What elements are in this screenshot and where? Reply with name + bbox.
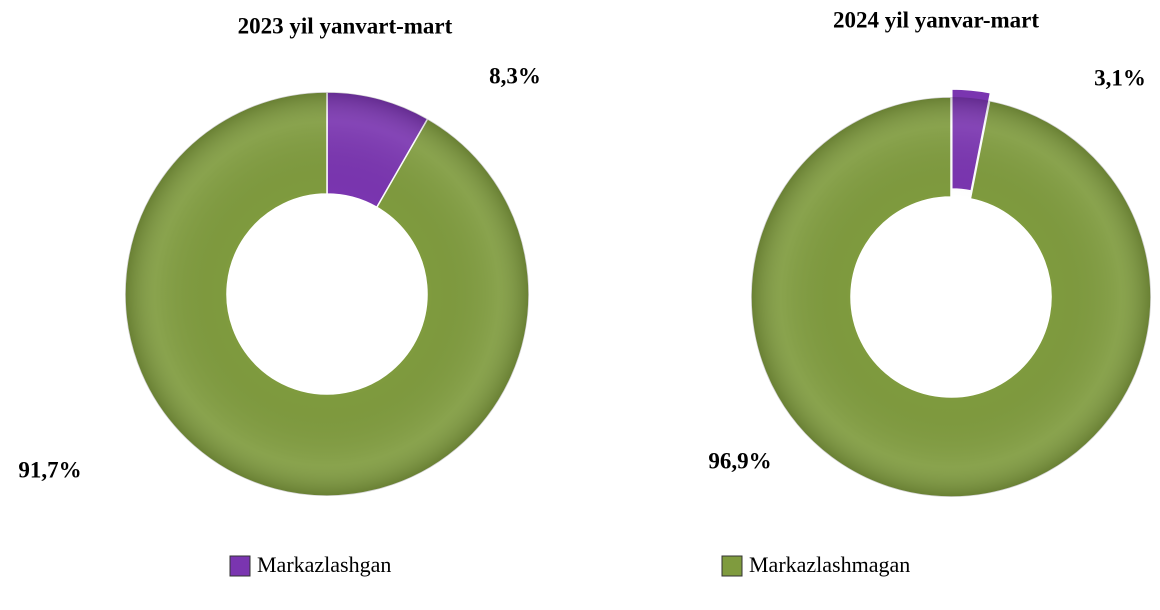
legend-swatch: [721, 555, 743, 577]
legend-label: Markazlashmagan: [749, 552, 910, 577]
value-label: 91,7%: [18, 457, 81, 482]
donut-slice: [124, 91, 530, 497]
value-label: 3,1%: [1094, 65, 1146, 90]
value-label: 8,3%: [489, 63, 541, 88]
legend-swatch: [229, 555, 251, 577]
donut-slice: [750, 96, 1152, 498]
legend-label: Markazlashgan: [257, 552, 391, 577]
value-label: 96,9%: [708, 448, 771, 473]
chart-title: 2024 yil yanvar-mart: [833, 7, 1039, 32]
chart-title: 2023 yil yanvart-mart: [238, 13, 453, 38]
